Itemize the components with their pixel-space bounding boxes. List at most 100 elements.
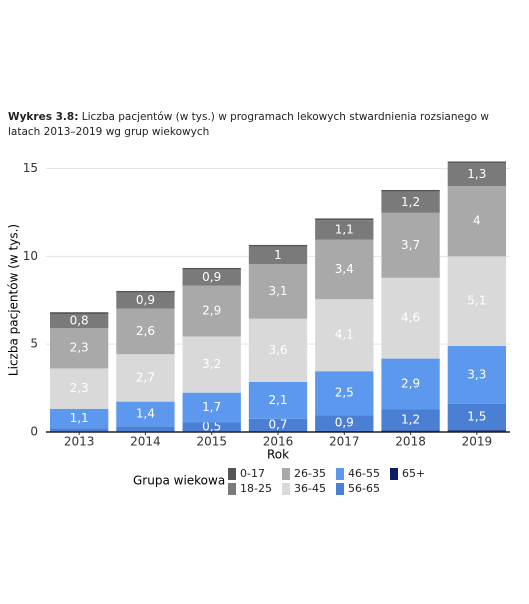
value-label: 4,1 bbox=[335, 328, 354, 342]
legend-label: 65+ bbox=[402, 467, 425, 480]
x-axis-label: Rok bbox=[267, 448, 289, 462]
bar-segment bbox=[182, 422, 241, 432]
bar-segment bbox=[315, 239, 374, 300]
x-tick-label: 2013 bbox=[64, 435, 95, 449]
value-label: 0,7 bbox=[268, 417, 287, 431]
value-label: 0,9 bbox=[335, 416, 354, 430]
bar-segment bbox=[116, 292, 175, 309]
value-label: 0,9 bbox=[202, 270, 221, 284]
value-label: 1,5 bbox=[467, 410, 486, 424]
legend-label: 56-65 bbox=[348, 482, 380, 495]
bar-segment bbox=[447, 161, 507, 164]
x-tick-label: 2019 bbox=[462, 435, 493, 449]
bar-segment bbox=[248, 264, 308, 319]
bar-segment bbox=[49, 328, 109, 369]
x-tick-label: 2015 bbox=[196, 435, 227, 449]
bar-segment bbox=[447, 345, 507, 404]
value-label: 2,7 bbox=[136, 370, 155, 384]
x-tick-label: 2017 bbox=[329, 435, 360, 449]
bar-segment bbox=[116, 290, 175, 293]
title-prefix: Wykres 3.8: bbox=[8, 111, 79, 123]
bar-segment bbox=[315, 218, 374, 221]
bar-segment bbox=[381, 277, 440, 359]
value-label: 3,3 bbox=[467, 367, 486, 381]
value-label: 1,3 bbox=[467, 167, 486, 181]
bar-segment bbox=[381, 409, 440, 431]
y-axis-label: Liczba pacjentów (w tys.) bbox=[7, 224, 21, 376]
y-tick-label: 15 bbox=[23, 161, 38, 175]
value-label: 3,2 bbox=[202, 357, 221, 371]
legend-swatch bbox=[336, 483, 344, 495]
bar-segment bbox=[447, 430, 507, 432]
x-tick-label: 2016 bbox=[263, 435, 294, 449]
value-label: 2,3 bbox=[70, 381, 89, 395]
value-label: 0,9 bbox=[136, 293, 155, 307]
bar-segment bbox=[248, 381, 308, 419]
legend-label: 0-17 bbox=[240, 467, 265, 480]
value-label: 1,2 bbox=[401, 195, 420, 209]
y-tick-label: 10 bbox=[23, 249, 38, 263]
value-label: 1 bbox=[274, 248, 282, 262]
value-label: 4 bbox=[473, 214, 481, 228]
legend-swatch bbox=[282, 468, 290, 480]
bar-segment bbox=[248, 318, 308, 382]
value-label: 2,9 bbox=[401, 377, 420, 391]
chart-title: Wykres 3.8: Liczba pacjentów (w tys.) w … bbox=[8, 110, 523, 140]
bar-segment bbox=[248, 246, 308, 265]
bar-segment bbox=[381, 191, 440, 213]
value-label: 1,2 bbox=[401, 413, 420, 427]
bar-segment bbox=[49, 313, 109, 329]
value-label: 2,1 bbox=[268, 393, 287, 407]
bar-segment bbox=[116, 308, 175, 355]
x-tick-label: 2018 bbox=[395, 435, 426, 449]
legend-swatch bbox=[282, 483, 290, 495]
value-label: 2,6 bbox=[136, 324, 155, 338]
value-label: 2,9 bbox=[202, 303, 221, 317]
value-label: 1,4 bbox=[136, 406, 155, 420]
bar-segment bbox=[447, 163, 507, 187]
legend-label: 36-45 bbox=[294, 482, 326, 495]
bar-segment bbox=[116, 354, 175, 402]
value-label: 1,1 bbox=[70, 411, 89, 425]
bar-segment bbox=[182, 336, 241, 393]
value-label: 3,1 bbox=[268, 284, 287, 298]
y-tick-label: 0 bbox=[30, 425, 38, 439]
bar-segment bbox=[315, 220, 374, 240]
bar-segment bbox=[381, 212, 440, 278]
bar-segment bbox=[182, 269, 241, 286]
value-label: 2,5 bbox=[335, 386, 354, 400]
bar-segment bbox=[315, 415, 374, 431]
legend-title: Grupa wiekowa bbox=[133, 474, 225, 488]
value-label: 5,1 bbox=[467, 294, 486, 308]
legend-label: 46-55 bbox=[348, 467, 380, 480]
value-label: 3,4 bbox=[335, 262, 354, 276]
bar-segment bbox=[49, 368, 109, 409]
bar-segment bbox=[447, 186, 507, 257]
bar-segment bbox=[116, 401, 175, 427]
bar-segment bbox=[447, 256, 507, 346]
title-text: Liczba pacjentów (w tys.) w programach l… bbox=[8, 111, 489, 138]
value-label: 0,8 bbox=[70, 313, 89, 327]
bar-segment bbox=[182, 267, 241, 270]
legend-swatch bbox=[390, 468, 398, 480]
legend-swatch bbox=[228, 483, 236, 495]
bar-segment bbox=[381, 189, 440, 192]
value-label: 3,7 bbox=[401, 238, 420, 252]
value-label: 3,6 bbox=[268, 343, 287, 357]
bar-segment bbox=[49, 428, 109, 432]
value-label: 4,6 bbox=[401, 311, 420, 325]
value-label: 0,5 bbox=[202, 419, 221, 433]
bar-segment bbox=[315, 371, 374, 416]
bar-segment bbox=[447, 403, 507, 431]
bar-segment bbox=[182, 285, 241, 337]
value-label: 2,3 bbox=[70, 341, 89, 355]
bar-segment bbox=[248, 418, 308, 432]
value-label: 1,7 bbox=[202, 400, 221, 414]
bar-segment bbox=[49, 408, 109, 429]
legend-label: 18-25 bbox=[240, 482, 272, 495]
x-tick-label: 2014 bbox=[130, 435, 161, 449]
bar-segment bbox=[248, 244, 308, 247]
bar-segment bbox=[182, 392, 241, 423]
